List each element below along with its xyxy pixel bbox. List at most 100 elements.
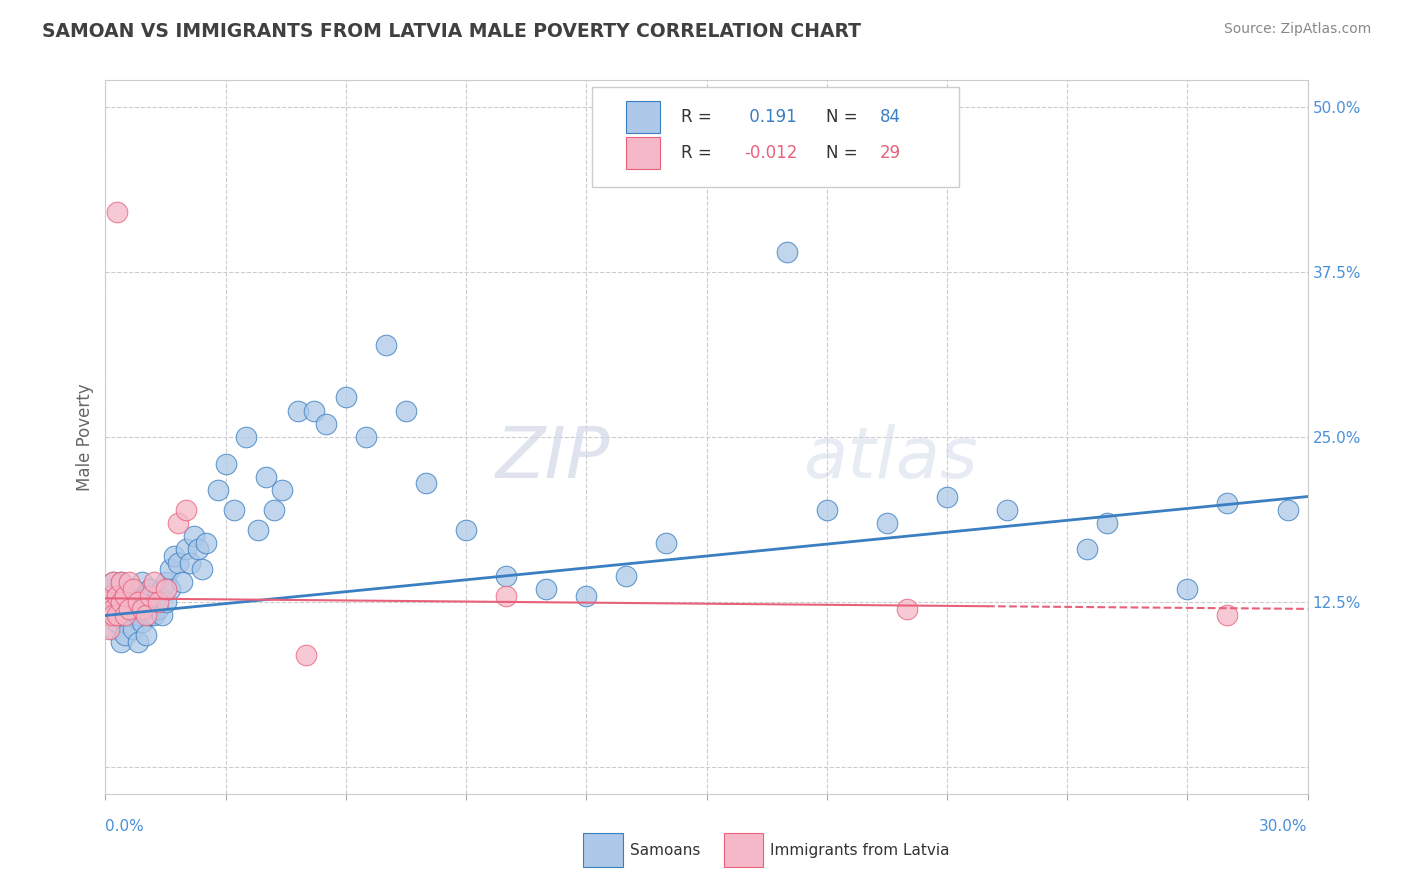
Point: [174, 502, 197, 516]
Point: [146, 602, 169, 616]
Point: [127, 595, 149, 609]
Point: [155, 582, 177, 596]
Point: [159, 582, 181, 596]
Point: [150, 608, 173, 623]
Point: [135, 602, 157, 616]
Point: [127, 589, 149, 603]
Point: [270, 483, 292, 497]
Text: Immigrants from Latvia: Immigrants from Latvia: [770, 843, 950, 857]
Point: [110, 595, 132, 609]
Point: [110, 575, 132, 590]
Point: [135, 608, 157, 623]
Point: [127, 635, 149, 649]
Point: [354, 430, 377, 444]
Point: [936, 490, 959, 504]
Point: [94, 582, 117, 596]
Point: [235, 430, 257, 444]
Point: [103, 575, 125, 590]
Point: [118, 602, 141, 616]
Point: [107, 589, 129, 603]
Text: 0.0%: 0.0%: [105, 820, 145, 834]
Point: [118, 595, 141, 609]
Point: [114, 589, 136, 603]
Point: [1097, 516, 1119, 530]
Point: [995, 502, 1018, 516]
Point: [575, 589, 598, 603]
Point: [131, 575, 153, 590]
Text: -0.012: -0.012: [744, 145, 797, 162]
Point: [222, 502, 245, 516]
Text: 84: 84: [880, 109, 901, 127]
Point: [616, 569, 638, 583]
Point: [107, 589, 129, 603]
Point: [114, 608, 136, 623]
Point: [1277, 502, 1299, 516]
Point: [138, 608, 160, 623]
Point: [142, 608, 165, 623]
Point: [174, 542, 197, 557]
Text: 30.0%: 30.0%: [1260, 820, 1308, 834]
Point: [194, 536, 217, 550]
Point: [246, 523, 269, 537]
Point: [98, 608, 121, 623]
Point: [142, 575, 165, 590]
Point: [776, 245, 799, 260]
Point: [150, 582, 173, 596]
Point: [655, 536, 678, 550]
Point: [179, 556, 201, 570]
Point: [315, 417, 337, 431]
Point: [415, 476, 437, 491]
Text: 0.191: 0.191: [744, 109, 797, 127]
Point: [207, 483, 229, 497]
Point: [1177, 582, 1199, 596]
Point: [114, 589, 136, 603]
Point: [138, 589, 160, 603]
Point: [103, 622, 125, 636]
Point: [98, 608, 121, 623]
Point: [131, 602, 153, 616]
Point: [190, 562, 212, 576]
Text: 29: 29: [880, 145, 901, 162]
Point: [114, 615, 136, 629]
Point: [1216, 608, 1239, 623]
Point: [122, 622, 145, 636]
Point: [1076, 542, 1098, 557]
Text: N =: N =: [825, 109, 858, 127]
Point: [896, 602, 918, 616]
Point: [155, 575, 177, 590]
Point: [98, 589, 121, 603]
Point: [187, 542, 209, 557]
Text: R =: R =: [682, 145, 711, 162]
Point: [495, 589, 517, 603]
FancyBboxPatch shape: [626, 137, 659, 169]
Point: [107, 205, 129, 219]
Point: [166, 516, 188, 530]
Point: [98, 622, 121, 636]
Point: [159, 562, 181, 576]
Point: [103, 602, 125, 616]
Point: [287, 403, 309, 417]
Point: [103, 575, 125, 590]
Point: [335, 391, 357, 405]
Point: [110, 575, 132, 590]
Point: [815, 502, 838, 516]
Point: [214, 457, 236, 471]
Y-axis label: Male Poverty: Male Poverty: [76, 384, 94, 491]
Point: [103, 608, 125, 623]
Point: [114, 628, 136, 642]
Text: N =: N =: [825, 145, 858, 162]
Point: [155, 595, 177, 609]
Text: SAMOAN VS IMMIGRANTS FROM LATVIA MALE POVERTY CORRELATION CHART: SAMOAN VS IMMIGRANTS FROM LATVIA MALE PO…: [42, 22, 862, 41]
Point: [118, 575, 141, 590]
Text: ZIP: ZIP: [496, 424, 610, 493]
Text: Samoans: Samoans: [630, 843, 700, 857]
Point: [166, 556, 188, 570]
Text: atlas: atlas: [803, 424, 977, 493]
Point: [135, 628, 157, 642]
Point: [122, 602, 145, 616]
Point: [103, 602, 125, 616]
Point: [98, 589, 121, 603]
Point: [94, 595, 117, 609]
FancyBboxPatch shape: [592, 87, 959, 187]
Point: [135, 589, 157, 603]
